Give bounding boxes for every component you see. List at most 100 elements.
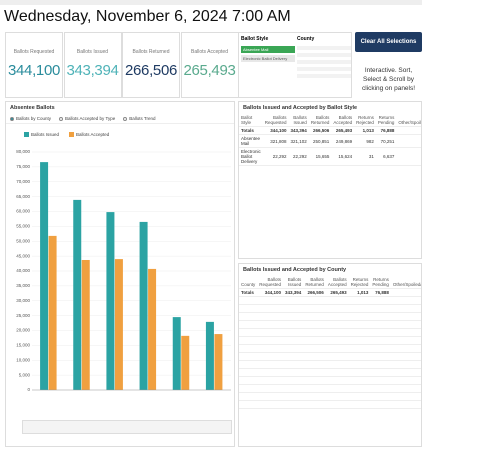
table-cell <box>283 336 304 345</box>
table-cell <box>257 304 284 313</box>
table-cell <box>283 304 304 313</box>
table-cell: 249,869 <box>331 134 355 148</box>
table-cell <box>239 368 258 377</box>
table-cell: 15,655 <box>308 147 332 166</box>
table-row[interactable] <box>239 304 421 313</box>
table-cell <box>325 336 349 345</box>
table-row[interactable]: Absentee Mail 321,808 321,102 250,851 249,86… <box>239 134 421 148</box>
bar[interactable] <box>114 259 123 390</box>
table-cell: 250,851 <box>308 134 332 148</box>
table-row[interactable]: Totals 344,100 343,394 266,506 265,493 1,013 7… <box>239 126 421 135</box>
table-row[interactable] <box>239 368 421 377</box>
bar[interactable] <box>139 221 148 390</box>
kpi-label: Ballots Requested <box>13 49 55 55</box>
bar[interactable] <box>48 235 57 390</box>
table-cell: 982 <box>354 134 376 148</box>
y-tick-label: 70,000 <box>16 179 30 184</box>
bar[interactable] <box>40 162 49 390</box>
bar[interactable] <box>181 335 190 390</box>
bar[interactable] <box>172 317 181 390</box>
table-cell: 706 <box>390 288 421 297</box>
bar[interactable] <box>73 199 82 390</box>
list-row[interactable] <box>297 46 351 50</box>
table-cell: 321,102 <box>288 134 309 148</box>
bar[interactable] <box>106 212 115 390</box>
legend: Ballots Issued Ballots Accepted <box>6 124 234 137</box>
bar[interactable] <box>214 334 223 390</box>
table-cell: 6,637 <box>375 147 397 166</box>
list-row[interactable] <box>297 67 351 71</box>
table-cell <box>283 384 304 393</box>
table-row[interactable]: Electronic Ballot Delivery 22,292 22,292 15… <box>239 147 421 166</box>
table-cell: 343,394 <box>288 126 309 135</box>
chart: 0 5,000 10,000 15,000 20,000 25,000 30,000 35,0… <box>16 149 231 392</box>
table-row[interactable] <box>239 384 421 393</box>
table-row[interactable] <box>239 328 421 337</box>
table-title: Ballots Issued and Accepted by Ballot St… <box>243 105 358 111</box>
column-header: Ballot Style <box>239 114 263 127</box>
y-tick-label: 40,000 <box>16 268 30 273</box>
tab[interactable]: Ballots Trend <box>123 116 156 121</box>
table-cell <box>325 328 349 337</box>
table-cell: 344,100 <box>257 288 284 297</box>
table-row[interactable] <box>239 336 421 345</box>
tab-label: Ballots Accepted by Type <box>65 116 116 121</box>
y-tick-label: 30,000 <box>16 298 30 303</box>
table-cell <box>239 312 258 321</box>
tab[interactable]: Ballots Accepted by Type <box>59 116 115 121</box>
table-cell <box>348 400 371 409</box>
table-cell <box>325 352 349 361</box>
table-cell <box>303 376 326 385</box>
kpi-row: Ballots Requested 344,100 Ballots Issued 34… <box>5 32 239 98</box>
table-cell <box>303 336 326 345</box>
table-cell <box>239 352 258 361</box>
list-row[interactable] <box>297 53 351 57</box>
table-row[interactable] <box>239 320 421 329</box>
table-cell: 321,808 <box>262 134 289 148</box>
clear-button[interactable]: Clear All Selections <box>355 32 422 52</box>
table-row[interactable]: Totals 344,100 343,394 266,506 265,493 1,013 7… <box>239 288 421 297</box>
table-row[interactable] <box>239 312 421 321</box>
data-table: County Ballots Requested Ballots Issued Bal… <box>239 276 421 409</box>
bar[interactable] <box>148 268 157 390</box>
list-row[interactable] <box>297 60 351 64</box>
table-row[interactable] <box>239 376 421 385</box>
column-header: Ballots Returned <box>303 276 326 289</box>
table-cell: 22,292 <box>262 147 289 166</box>
table-row[interactable] <box>239 296 421 305</box>
table-row[interactable] <box>239 344 421 353</box>
table-cell <box>370 328 391 337</box>
table-row[interactable] <box>239 400 421 409</box>
table-cell: 1,013 <box>354 126 376 135</box>
table-cell <box>370 296 391 305</box>
kpi-card: Ballots Requested 344,100 <box>5 32 63 98</box>
table-cell <box>348 304 371 313</box>
table-cell <box>370 336 391 345</box>
table-row[interactable] <box>239 392 421 401</box>
bar[interactable] <box>205 321 214 390</box>
bar[interactable] <box>81 259 90 390</box>
table-cell <box>390 296 421 305</box>
legend-entry[interactable]: Ballots Accepted <box>69 132 109 137</box>
table-cell <box>390 368 421 377</box>
table-row[interactable] <box>239 360 421 369</box>
legend-swatch <box>69 132 75 137</box>
list-row[interactable] <box>297 74 351 78</box>
table-cell <box>283 296 304 305</box>
table-cell <box>348 384 371 393</box>
table-cell <box>390 304 421 313</box>
table-cell <box>390 360 421 369</box>
table-cell <box>325 376 349 385</box>
legend-entry[interactable]: Ballots Issued <box>24 132 59 137</box>
table-row[interactable] <box>239 352 421 361</box>
scroll-preview[interactable] <box>22 420 232 434</box>
table-cell: 0 <box>396 147 421 166</box>
table-cell: 22,292 <box>288 147 309 166</box>
filter-option[interactable]: Absentee Mail <box>241 46 295 53</box>
table-cell <box>303 368 326 377</box>
filter-option[interactable]: Electronic Ballot Delivery <box>241 55 295 62</box>
tab[interactable]: Ballots by County <box>10 116 51 121</box>
table-cell <box>348 360 371 369</box>
column-header: Ballots Accepted <box>331 114 355 127</box>
table-panel: Ballots Issued and Accepted by Ballot St… <box>238 101 422 259</box>
